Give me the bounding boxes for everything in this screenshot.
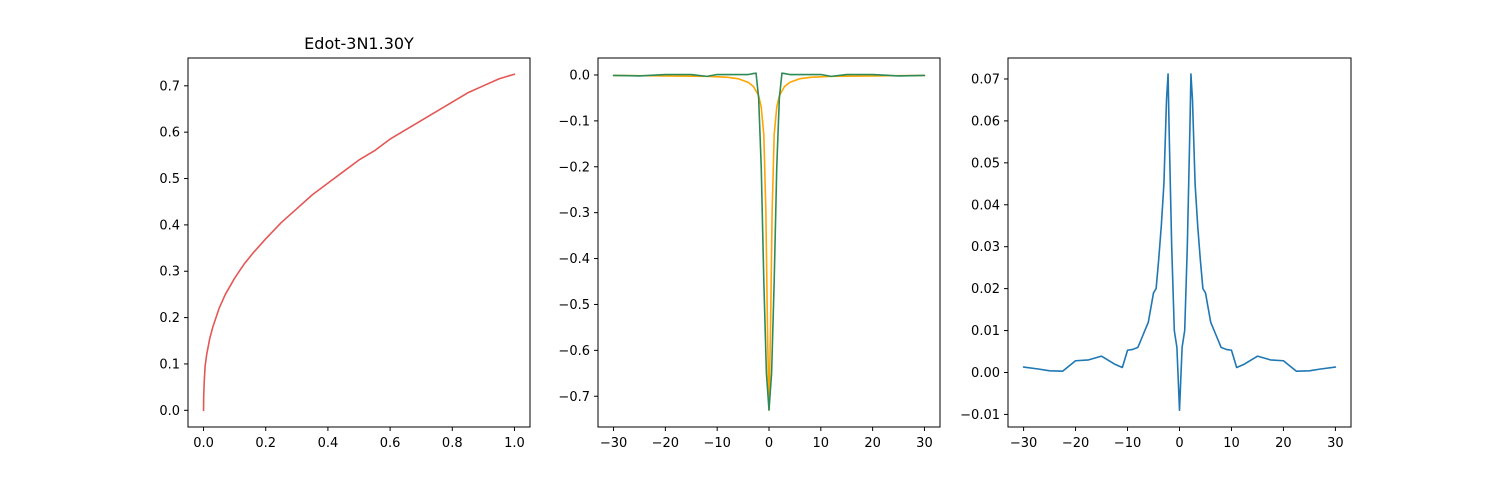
y-tick-label: 0.06 <box>971 114 1000 129</box>
y-tick-label: 0.04 <box>971 198 1000 213</box>
chart-title: Edot-3N1.30Y <box>304 34 414 53</box>
right-axes: −30 −20 −10 0 10 20 30 −0.01 0.00 0.01 0.02 0.03 0.0… <box>960 57 1352 451</box>
x-tick-label: 0 <box>1175 436 1183 451</box>
y-tick-label: 0.02 <box>971 282 1000 297</box>
y-tick-label: −0.3 <box>558 206 590 221</box>
x-tick-label: 0 <box>765 436 773 451</box>
x-tick-label: 30 <box>1327 436 1344 451</box>
series-line-1 <box>1022 73 1337 412</box>
y-tick-label: 0.03 <box>971 240 1000 255</box>
y-tick-label: 0.05 <box>971 156 1000 171</box>
y-tick-label: 0.4 <box>159 218 180 233</box>
x-tick-label: 0.6 <box>380 436 401 451</box>
x-tick-label: 30 <box>916 436 933 451</box>
x-tick-label: 20 <box>864 436 881 451</box>
y-tick-label: 0.1 <box>159 357 180 372</box>
x-tick-label: 1.0 <box>504 436 525 451</box>
x-tick-label: −20 <box>1062 436 1089 451</box>
y-tick-label: −0.5 <box>558 298 590 313</box>
left-axes: 0.0 0.2 0.4 0.6 0.8 1.0 0.0 0.1 0.2 0.3 0.4 0.5 0.6 0… <box>159 34 531 451</box>
y-tick-label: −0.2 <box>558 160 590 175</box>
series-line-2 <box>612 72 926 411</box>
axes-frame <box>187 57 531 428</box>
x-tick-label: 20 <box>1275 436 1292 451</box>
series-line-1 <box>202 73 516 412</box>
x-tick-label: −30 <box>600 436 627 451</box>
x-tick-label: −20 <box>652 436 679 451</box>
y-tick-label: −0.6 <box>558 344 590 359</box>
y-tick-label: −0.1 <box>558 114 590 129</box>
x-tick-label: 0.0 <box>193 436 214 451</box>
x-tick-label: 0.8 <box>442 436 463 451</box>
y-tick-label: −0.7 <box>558 390 590 405</box>
y-tick-label: −0.01 <box>960 408 1000 423</box>
y-tick-label: 0.07 <box>971 72 1000 87</box>
y-tick-label: 0.2 <box>159 311 180 326</box>
y-tick-label: 0.0 <box>159 404 180 419</box>
x-tick-label: 10 <box>1223 436 1240 451</box>
middle-axes: −30 −20 −10 0 10 20 30 0.0 −0.1 −0.2 −0.3 −0.4 −0.5 −… <box>558 57 941 451</box>
y-tick-label: 0.01 <box>971 324 1000 339</box>
y-tick-label: 0.00 <box>971 366 1000 381</box>
y-tick-label: 0.6 <box>159 126 180 141</box>
x-tick-label: 10 <box>813 436 830 451</box>
y-tick-label: 0.5 <box>159 172 180 187</box>
x-tick-label: −30 <box>1010 436 1037 451</box>
y-tick-label: 0.0 <box>569 68 590 83</box>
x-tick-label: −10 <box>703 436 730 451</box>
x-tick-label: 0.4 <box>318 436 339 451</box>
y-tick-label: −0.4 <box>558 252 590 267</box>
y-tick-label: 0.3 <box>159 265 180 280</box>
x-tick-label: −10 <box>1114 436 1141 451</box>
y-tick-label: 0.7 <box>159 79 180 94</box>
x-tick-label: 0.2 <box>255 436 276 451</box>
